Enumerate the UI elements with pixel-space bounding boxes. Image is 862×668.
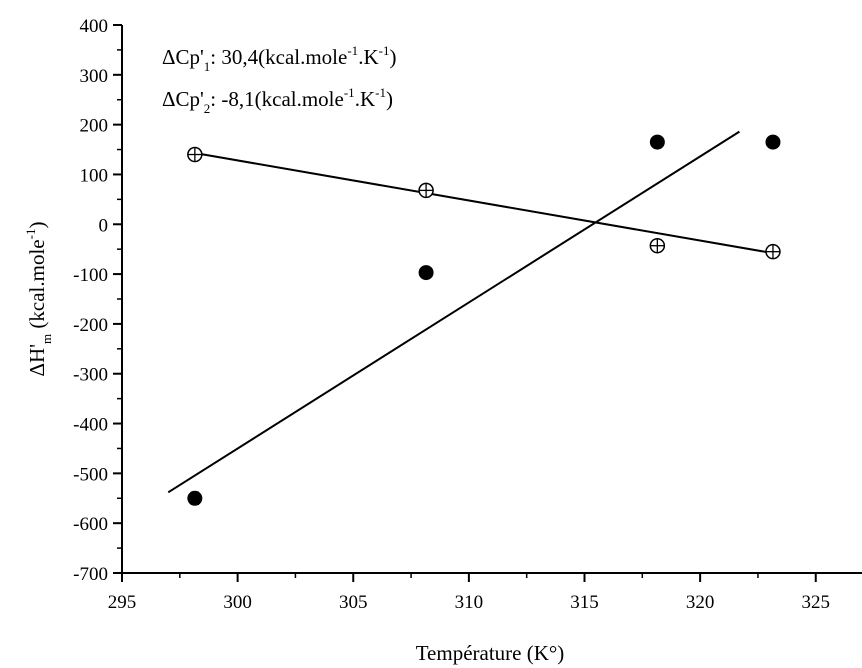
data-point [649,237,666,254]
y-tick-label: 0 [99,215,109,236]
fit-lines [167,130,774,494]
filled-circle-marker [187,490,203,506]
data-point [765,134,781,150]
data-point [418,182,434,199]
y-tick-label: -600 [73,514,108,535]
y-axis-title: ΔH'm (kcal.mole-1) [23,222,54,377]
y-tick-label: -500 [73,464,108,485]
filled-circle-marker [418,265,434,281]
x-tick-label: 300 [223,592,252,613]
data-point [187,490,203,506]
data-markers [187,134,781,506]
filled-circle-marker [765,134,781,150]
annotation-1: ΔCp'1: 30,4(kcal.mole-1.K-1) [162,43,396,74]
annotation-2: ΔCp'2: -8,1(kcal.mole-1.K-1) [162,85,393,116]
data-point [418,265,434,281]
fit-line-2 [194,152,774,255]
y-tick-label: -100 [73,265,108,286]
y-tick-label: -300 [73,365,108,386]
x-ticks: 295 300 305 310 315 320 325 [108,573,830,613]
y-tick-label: 300 [80,66,109,87]
data-point [649,134,665,150]
x-tick-label: 305 [339,592,368,613]
y-ticks: -700 -600 -500 -400 -300 -200 -100 0 100 200 300 40… [73,16,122,585]
y-tick-label: 400 [80,16,109,37]
x-tick-label: 295 [108,592,137,613]
y-tick-label: 200 [80,116,109,137]
y-tick-label: -200 [73,315,108,336]
filled-circle-marker [649,134,665,150]
x-tick-label: 310 [455,592,484,613]
fit-line-1 [167,130,740,494]
x-tick-label: 315 [570,592,599,613]
y-tick-label: -400 [73,415,108,436]
x-axis-title: Température (K°) [416,641,565,665]
x-tick-label: 325 [802,592,831,613]
y-tick-label: 100 [80,165,109,186]
data-point [765,243,781,260]
y-tick-label: -700 [73,564,108,585]
annotation-group: ΔCp'1: 30,4(kcal.mole-1.K-1) ΔCp'2: -8,1… [162,43,396,116]
x-tick-label: 320 [686,592,715,613]
data-point [187,146,203,163]
